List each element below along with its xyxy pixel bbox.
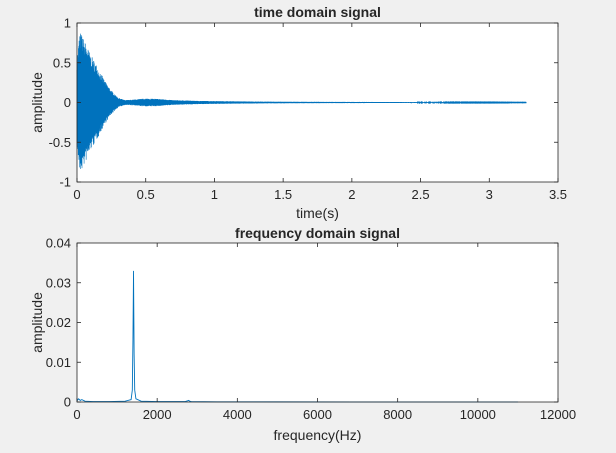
time-domain-xtick-label: 3 (486, 187, 493, 202)
time-domain-xtick-label: 3.5 (549, 187, 567, 202)
frequency-domain-ytick-label: 0.03 (46, 275, 71, 290)
time-domain-xlabel: time(s) (296, 205, 339, 221)
time-domain-ytick-label: -0.5 (49, 135, 71, 150)
frequency-domain-xtick-label: 8000 (383, 407, 412, 422)
time-domain-title: time domain signal (254, 4, 381, 20)
time-domain-ytick-label: 1 (64, 16, 71, 31)
time-domain-signal-line (76, 33, 527, 169)
time-domain-ytick-label: 0.5 (53, 55, 71, 70)
frequency-domain-xlabel: frequency(Hz) (274, 427, 362, 443)
frequency-domain-axes: 0 2000 4000 6000 8000 10000 12000 0 0.01 0.02 0.03… (29, 225, 576, 443)
frequency-domain-title: frequency domain signal (235, 225, 400, 241)
frequency-domain-xtick-label: 12000 (540, 407, 576, 422)
time-domain-ytick-label: 0 (64, 95, 71, 110)
frequency-domain-xtick-label: 4000 (223, 407, 252, 422)
frequency-domain-ticks: 0 2000 4000 6000 8000 10000 12000 0 0.01 0.02 0.03… (46, 236, 576, 423)
time-domain-xtick-label: 0.5 (137, 187, 155, 202)
frequency-domain-ytick-label: 0 (64, 395, 71, 410)
frequency-domain-ytick-label: 0.02 (46, 315, 71, 330)
time-domain-xtick-label: 1.5 (274, 187, 292, 202)
time-domain-ylabel: amplitude (29, 72, 45, 133)
frequency-domain-ytick-label: 0.01 (46, 355, 71, 370)
frequency-domain-xtick-label: 2000 (143, 407, 172, 422)
time-domain-xtick-label: 2 (348, 187, 355, 202)
time-domain-xtick-label: 0 (73, 187, 80, 202)
time-domain-ytick-label: -1 (59, 175, 71, 190)
time-domain-xtick-label: 2.5 (412, 187, 430, 202)
frequency-domain-plot-area (77, 243, 558, 402)
frequency-domain-ylabel: amplitude (29, 292, 45, 353)
frequency-domain-xtick-label: 0 (73, 407, 80, 422)
frequency-domain-xtick-label: 6000 (303, 407, 332, 422)
time-domain-ticks: 0 0.5 1 1.5 2 2.5 3 3.5 -1 -0.5 0 0.5 1 (49, 16, 567, 203)
time-domain-series (76, 33, 527, 169)
time-domain-xtick-label: 1 (211, 187, 218, 202)
time-domain-axes: 0 0.5 1 1.5 2 2.5 3 3.5 -1 -0.5 0 0.5 1 time domain … (29, 4, 567, 221)
frequency-domain-ytick-label: 0.04 (46, 236, 71, 251)
frequency-domain-xtick-label: 10000 (460, 407, 496, 422)
